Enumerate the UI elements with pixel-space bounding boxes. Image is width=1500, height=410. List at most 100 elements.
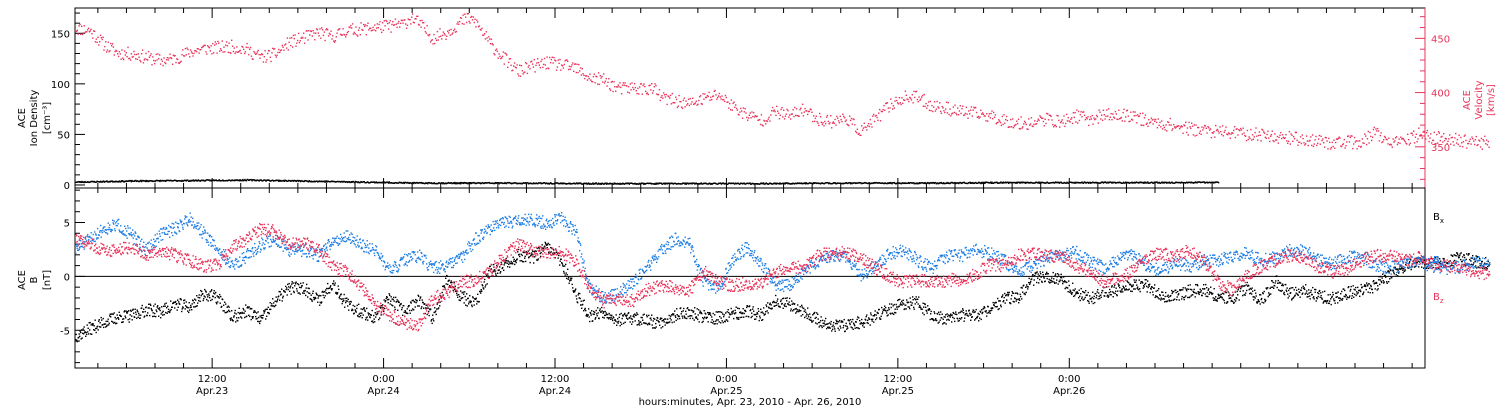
- velocity-point: [1284, 137, 1286, 139]
- density-point: [437, 182, 440, 184]
- velocity-point: [103, 49, 105, 51]
- b-bx-point: [258, 316, 260, 319]
- velocity-point: [276, 54, 278, 57]
- density-point: [332, 180, 335, 183]
- velocity-point: [298, 41, 301, 44]
- velocity-point: [1093, 117, 1095, 119]
- density-point: [292, 180, 294, 182]
- b-bx-point: [160, 313, 162, 315]
- velocity-point: [531, 63, 534, 65]
- b-bx-point: [588, 308, 590, 310]
- velocity-point: [320, 37, 322, 39]
- velocity-point: [523, 71, 525, 74]
- density-point: [1124, 182, 1126, 184]
- density-point: [777, 182, 779, 185]
- velocity-point: [183, 55, 186, 57]
- b-bx-point: [118, 318, 120, 320]
- velocity-point: [687, 98, 690, 100]
- velocity-point: [1157, 118, 1159, 120]
- velocity-point: [272, 47, 274, 50]
- b-bx-point: [465, 304, 467, 306]
- b-bx-point: [645, 322, 647, 325]
- density-point: [306, 180, 308, 182]
- velocity-point: [1071, 117, 1073, 119]
- b-bx-point: [501, 267, 503, 270]
- b-bx-point: [376, 313, 378, 316]
- b-bx-point: [307, 287, 309, 289]
- b-bx-point: [712, 322, 714, 324]
- velocity-point: [105, 51, 108, 53]
- b-bx-point: [285, 288, 287, 291]
- velocity-point: [624, 82, 626, 84]
- velocity-point: [1275, 139, 1278, 141]
- velocity-point: [340, 34, 343, 36]
- velocity-point: [1233, 126, 1236, 128]
- velocity-point: [873, 120, 876, 123]
- b-bx-point: [543, 246, 545, 248]
- velocity-point: [903, 99, 906, 102]
- b-bx-point: [667, 318, 669, 320]
- velocity-point: [787, 110, 789, 112]
- density-point: [362, 181, 364, 183]
- density-point: [262, 180, 264, 182]
- b-bx-point: [616, 321, 618, 323]
- b-bx-point: [424, 303, 426, 305]
- velocity-point: [249, 46, 252, 49]
- velocity-point: [1004, 122, 1006, 124]
- density-point: [1040, 181, 1043, 184]
- b-bx-point: [421, 306, 423, 308]
- velocity-point: [1326, 140, 1328, 142]
- velocity-point: [617, 84, 619, 86]
- b-bx-point: [340, 293, 342, 295]
- b-bx-point: [699, 310, 701, 312]
- velocity-point: [517, 73, 519, 75]
- density-point: [433, 182, 435, 184]
- velocity-point: [1297, 144, 1299, 146]
- density-point: [787, 183, 789, 185]
- velocity-point: [508, 58, 511, 60]
- b-bx-point: [382, 304, 384, 306]
- velocity-point: [571, 64, 573, 66]
- b-bx-point: [384, 301, 386, 303]
- velocity-point: [1166, 130, 1168, 132]
- density-point: [1143, 181, 1145, 183]
- velocity-point: [253, 50, 255, 53]
- b-bx-point: [487, 275, 489, 277]
- velocity-point: [1471, 136, 1473, 138]
- b-bx-point: [203, 295, 205, 297]
- density-point: [1065, 182, 1068, 184]
- density-point: [917, 182, 920, 185]
- density-point: [326, 181, 328, 183]
- velocity-point: [601, 75, 603, 78]
- velocity-point: [716, 98, 718, 100]
- velocity-point: [426, 25, 428, 27]
- velocity-point: [235, 51, 237, 53]
- b-bx-point: [407, 306, 409, 308]
- density-point: [621, 183, 623, 185]
- density-point: [145, 180, 147, 183]
- density-point: [437, 183, 439, 185]
- velocity-point: [1219, 126, 1221, 128]
- velocity-point: [812, 120, 814, 123]
- b-bx-point: [199, 300, 201, 302]
- b-bx-point: [182, 306, 184, 308]
- density-point: [147, 180, 149, 182]
- density-point: [707, 183, 709, 185]
- velocity-point: [106, 49, 109, 51]
- b-bx-point: [638, 322, 640, 324]
- density-point: [239, 179, 241, 181]
- b-bx-point: [81, 337, 83, 339]
- b-bx-point: [470, 300, 472, 303]
- b-bx-point: [739, 316, 741, 319]
- b-bx-point: [403, 311, 405, 313]
- density-point: [142, 179, 145, 182]
- b-bx-point: [85, 335, 87, 337]
- density-point: [186, 179, 188, 181]
- density-point: [336, 180, 338, 183]
- velocity-point: [1458, 134, 1460, 136]
- velocity-point: [234, 52, 236, 55]
- velocity-point: [705, 96, 707, 99]
- b-bx-point: [471, 304, 473, 306]
- velocity-point: [334, 40, 337, 42]
- b-bx-point: [745, 315, 747, 318]
